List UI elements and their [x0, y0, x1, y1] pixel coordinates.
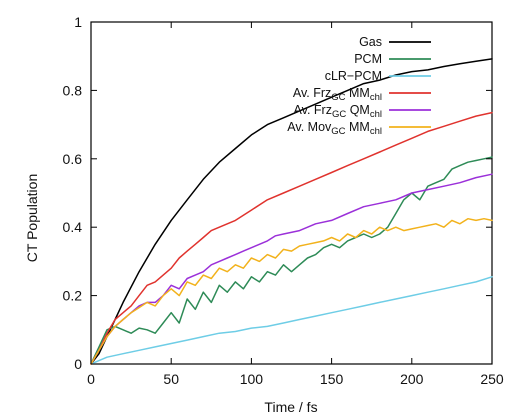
- y-tick-label: 0.2: [63, 288, 83, 304]
- y-tick-label: 0.8: [63, 82, 83, 98]
- series-line-4: [90, 173, 493, 365]
- x-tick-label: 250: [480, 371, 504, 387]
- x-tick-label: 100: [240, 371, 264, 387]
- y-tick-label: 0.4: [63, 219, 83, 235]
- legend-label-2: cLR−PCM: [325, 69, 382, 83]
- y-tick-label: 1: [74, 14, 82, 30]
- plot-frame: [90, 21, 493, 365]
- series-line-3: [90, 111, 493, 365]
- x-tick-label: 150: [320, 371, 344, 387]
- legend-label-1: PCM: [354, 52, 382, 66]
- plot-border: [90, 21, 493, 365]
- series-line-0: [90, 58, 493, 365]
- y-tick-label: 0: [74, 356, 82, 372]
- legend-label-0: Gas: [359, 35, 382, 49]
- y-tick-label: 0.6: [63, 151, 83, 167]
- x-axis-label: Time / fs: [264, 399, 317, 415]
- series-line-2: [90, 276, 493, 365]
- series-layer: [90, 58, 493, 365]
- series-line-5: [90, 217, 493, 365]
- legend-label-4: Av. FrzGC QMchl: [294, 103, 382, 120]
- legend-label-5: Av. MovGC MMchl: [287, 120, 382, 137]
- y-axis-label: CT Population: [24, 174, 40, 262]
- x-tick-label: 200: [400, 371, 424, 387]
- x-tick-label: 50: [163, 371, 179, 387]
- ticks-layer: 0 50 100 150 200 250 0 0.2 0.4 0.6 0.8 1: [63, 14, 504, 387]
- legend-label-3: Av. FrzGC MMchl: [293, 86, 382, 103]
- x-tick-label: 0: [87, 371, 95, 387]
